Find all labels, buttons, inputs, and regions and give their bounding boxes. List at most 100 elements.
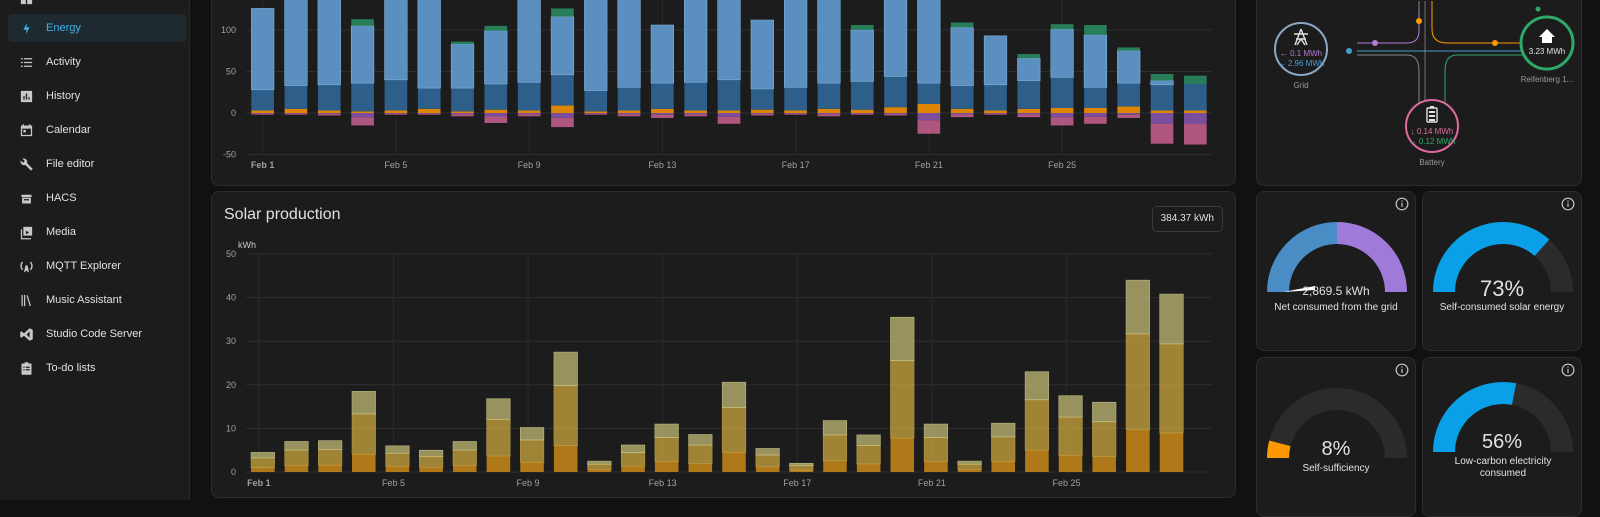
- sidebar-item-activity[interactable]: Activity: [8, 48, 186, 76]
- home-label: Reifenberg 1...: [1521, 75, 1573, 84]
- bar-segment-1: [890, 437, 915, 472]
- bar-grid-lower: [451, 88, 474, 112]
- bar-return: [1150, 113, 1174, 124]
- x-tick-label: Feb 9: [517, 478, 540, 488]
- bar-grid-consumption: [1083, 34, 1108, 88]
- bar-battery-out: [1017, 114, 1041, 118]
- sidebar-item-hacs[interactable]: HACS: [8, 184, 186, 212]
- solar-production-card: Solar production 384.37 kWh kWh 50 40 30 20 1…: [211, 191, 1236, 498]
- bar-segment-3: [1092, 401, 1117, 423]
- bar-grid-lower: [617, 87, 641, 111]
- bar-segment-2: [351, 413, 376, 455]
- bar-battery-out: [950, 114, 974, 118]
- sidebar-item-mqtt-explorer[interactable]: MQTT Explorer: [8, 252, 186, 280]
- bar-segment-1: [924, 461, 948, 472]
- bar-segment-3: [452, 441, 477, 451]
- bar-grid-consumption: [350, 25, 375, 84]
- bar-segment-2: [1092, 421, 1117, 457]
- bar-grid-lower: [417, 88, 441, 109]
- bar-battery-out: [1150, 123, 1174, 144]
- bar-battery-out: [817, 114, 841, 117]
- bar-battery-out: [1184, 124, 1207, 145]
- bar-return: [850, 113, 874, 114]
- sidebar-item-studio-code-server[interactable]: Studio Code Server: [8, 320, 186, 348]
- sidebar-item-history[interactable]: History: [8, 82, 186, 110]
- bar-return: [317, 113, 341, 114]
- grid-icon: [18, 0, 34, 6]
- bar-solar-direct: [417, 108, 441, 113]
- y-tick-label: 0: [231, 467, 236, 477]
- x-tick-label: Feb 1: [251, 160, 275, 170]
- bar-segment-3: [1058, 395, 1083, 418]
- bar-return: [384, 113, 408, 114]
- gauge-needle: [1283, 286, 1315, 292]
- sidebar: Energy Activity History Calendar File ed…: [0, 0, 190, 500]
- gauge-label: Self-consumed solar energy: [1439, 302, 1565, 313]
- card-title: Solar production: [224, 206, 341, 223]
- sidebar-item-todo-lists[interactable]: To-do lists: [8, 354, 186, 382]
- bar-return: [917, 113, 941, 121]
- bar-segment-1: [284, 465, 309, 472]
- gauge-label: Self-sufficiency: [1302, 463, 1370, 474]
- bar-segment-3: [318, 440, 343, 450]
- bar-return: [451, 113, 474, 115]
- bar-segment-1: [654, 461, 679, 472]
- bar-segment-1: [1159, 432, 1184, 472]
- battery-in-value: ↓ 0.14 MWh: [1411, 127, 1454, 136]
- sidebar-item-file-editor[interactable]: File editor: [8, 150, 186, 178]
- bar-grid-consumption: [917, 0, 941, 84]
- bar-segment-2: [957, 463, 982, 470]
- gauge-track: [1267, 388, 1407, 459]
- bar-return: [1084, 113, 1107, 117]
- bar-solar-direct: [384, 110, 408, 113]
- bar-return: [884, 113, 907, 114]
- bar-battery-out: [917, 120, 941, 134]
- x-tick-label: Feb 5: [384, 160, 407, 170]
- x-tick-label: Feb 9: [518, 160, 541, 170]
- bar-top-segment: [1184, 75, 1207, 84]
- lightning-icon: [18, 20, 34, 36]
- bar-solar-direct: [817, 108, 841, 113]
- x-tick-label: Feb 17: [783, 478, 811, 488]
- info-icon[interactable]: [1395, 197, 1409, 211]
- sidebar-item-energy[interactable]: Energy: [8, 14, 186, 42]
- bar-return: [484, 113, 508, 117]
- sidebar-item-music-assistant[interactable]: Music Assistant: [8, 286, 186, 314]
- bar-battery-out: [551, 117, 574, 128]
- bar-segment-1: [823, 460, 847, 472]
- bar-grid-consumption: [550, 16, 575, 76]
- sidebar-item-top[interactable]: [8, 0, 186, 10]
- bar-solar-direct: [1017, 108, 1041, 113]
- bar-grid-consumption: [1017, 57, 1041, 81]
- bar-segment-3: [688, 434, 713, 446]
- bar-segment-2: [755, 454, 780, 468]
- bar-solar-direct: [617, 110, 641, 113]
- total-badge: 384.37 kWh: [1151, 206, 1223, 232]
- energy-usage-card: 100 50 0 -50 Feb 1 Feb 5 Feb 9 Feb 13 Feb 17 Feb …: [211, 0, 1236, 186]
- calendar-icon: [18, 122, 34, 138]
- bar-segment-2: [1058, 416, 1083, 456]
- bar-top-segment: [1084, 25, 1107, 35]
- x-tick-label: Feb 17: [782, 160, 810, 170]
- bar-grid-lower: [684, 82, 708, 111]
- info-icon[interactable]: [1561, 363, 1575, 377]
- bar-grid-lower: [784, 87, 807, 111]
- info-icon[interactable]: [1561, 197, 1575, 211]
- bar-top-segment: [551, 8, 574, 17]
- battery-node: [1405, 99, 1459, 153]
- bar-return: [817, 113, 841, 115]
- sidebar-item-media[interactable]: Media: [8, 218, 186, 246]
- bar-battery-out: [784, 113, 807, 115]
- bar-segment-3: [419, 449, 444, 457]
- bar-grid-lower: [750, 88, 774, 110]
- bar-grid-consumption: [650, 24, 675, 84]
- bar-solar-direct: [517, 110, 541, 113]
- sidebar-item-label: To-do lists: [46, 362, 96, 374]
- bar-return: [651, 113, 674, 115]
- grid-consumption-value: → 2.96 MWh: [1278, 59, 1325, 68]
- bar-battery-out: [850, 113, 874, 115]
- info-icon[interactable]: [1395, 363, 1409, 377]
- sidebar-item-calendar[interactable]: Calendar: [8, 116, 186, 144]
- bar-segment-2: [419, 456, 444, 468]
- bar-segment-3: [486, 398, 511, 420]
